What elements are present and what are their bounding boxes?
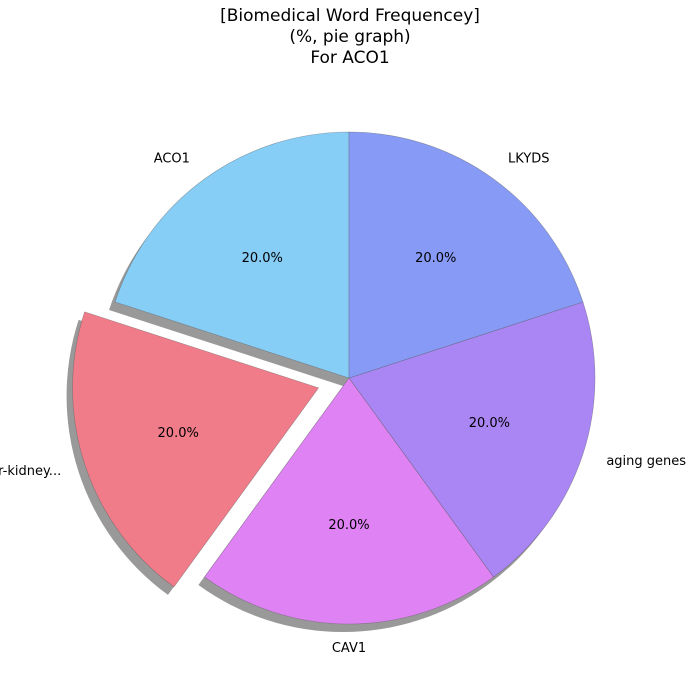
chart-title-line-2: (%, pie graph) bbox=[289, 27, 411, 47]
pie-slice-lkyds bbox=[348, 131, 584, 379]
chart-title-line-3: For ACO1 bbox=[310, 48, 390, 68]
pie-slice-cav1 bbox=[203, 377, 495, 625]
slice-percent-cav1: 20.0% bbox=[328, 518, 369, 533]
slice-percent-liver-kidney: 20.0% bbox=[158, 426, 199, 441]
slice-label-aging-genes: aging genes bbox=[606, 454, 686, 469]
slice-percent-aco1: 20.0% bbox=[242, 251, 283, 266]
slice-label-aco1: ACO1 bbox=[154, 152, 190, 167]
chart-title-line-1: [Biomedical Word Frequencey] bbox=[220, 6, 480, 26]
pie-slice-aging-genes bbox=[348, 301, 596, 578]
chart-title: [Biomedical Word Frequencey] (%, pie gra… bbox=[0, 6, 700, 69]
slice-percent-aging-genes: 20.0% bbox=[469, 416, 510, 431]
label-layer: ACO1 20.0% liver-kidney... 20.0% CAV1 20.0% ag… bbox=[0, 152, 686, 657]
slice-layer bbox=[72, 131, 596, 625]
slice-percent-lkyds: 20.0% bbox=[415, 251, 456, 266]
pie-slice-liver-kidney bbox=[72, 311, 320, 588]
slice-label-liver-kidney: liver-kidney... bbox=[0, 464, 61, 479]
pie-slice-aco1 bbox=[114, 131, 350, 379]
slice-label-lkyds: LKYDS bbox=[508, 152, 550, 167]
slice-label-cav1: CAV1 bbox=[332, 641, 366, 656]
